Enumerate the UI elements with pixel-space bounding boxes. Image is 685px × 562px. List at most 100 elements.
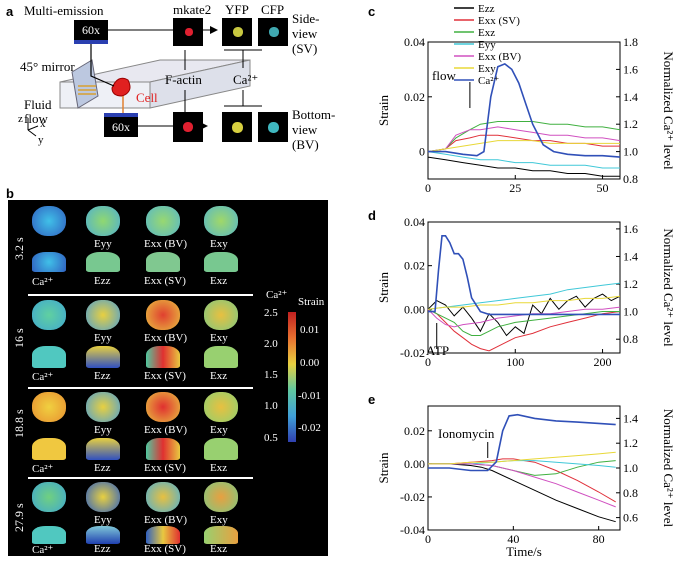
series-line-c-2 — [427, 121, 621, 153]
series-line-e-6 — [428, 413, 616, 472]
xtick-label-e-2: 80 — [593, 532, 605, 546]
label-exxbv-t3: Exx (BV) — [144, 424, 188, 436]
label-ca-t3: Ca²⁺ — [32, 463, 54, 475]
legend-entry-0: Ezz — [478, 3, 495, 15]
label-eyy-t2: Eyy — [94, 332, 112, 344]
map-exxbv-t1 — [146, 206, 180, 236]
ytick-left-label-d-2: 0.00 — [404, 302, 425, 316]
time-label-3: 18.8 s — [12, 409, 26, 438]
map-ca-sv-t1 — [32, 252, 66, 272]
map-ezz-t2 — [86, 346, 120, 368]
ytick-right-label-e-2: 1.0 — [623, 461, 638, 475]
ytick-left-label-d-0: 0.04 — [404, 215, 425, 229]
time-label-4: 27.9 s — [12, 503, 26, 532]
time-label-1: 3.2 s — [12, 237, 26, 260]
ytick-right-label-c-0: 1.8 — [623, 35, 638, 49]
ytick-left-label-d-3: -0.02 — [400, 346, 425, 360]
strain-tick-1: 0.01 — [300, 324, 320, 336]
ytick-right-label-c-5: 0.8 — [623, 172, 638, 186]
map-exz-t1 — [204, 252, 238, 272]
map-exxbv-t2 — [146, 300, 180, 330]
flow-lines — [78, 85, 96, 95]
objective-top-lens — [74, 40, 108, 44]
label-exy-t4: Exy — [210, 514, 228, 526]
label-eyy-t4: Eyy — [94, 514, 112, 526]
map-ca-t3 — [32, 392, 66, 422]
legend-entry-3: Eyy — [478, 39, 496, 51]
colorbar-ca-title: Ca²⁺ — [266, 289, 288, 301]
map-eyy-t4 — [86, 482, 120, 512]
label-exxsv-t4: Exx (SV) — [144, 543, 186, 555]
series-line-c-6 — [428, 62, 621, 158]
map-ezz-t3 — [86, 438, 120, 460]
ylabel-right-c: Normalized Ca²⁺ level — [661, 51, 676, 170]
map-exxbv-t4 — [146, 482, 180, 512]
label-ezz-t4: Ezz — [94, 543, 111, 555]
map-exz-t4 — [204, 526, 238, 544]
colorbar — [288, 312, 296, 442]
plot-frame-e — [427, 405, 621, 531]
xtick-label-c-1: 25 — [509, 181, 521, 195]
sv-yfp-image — [222, 18, 252, 46]
axis-z-label: z — [18, 113, 23, 125]
series-line-d-3 — [427, 282, 621, 310]
label-eyy-t1: Eyy — [94, 238, 112, 250]
sv-mkate2-image — [173, 18, 203, 46]
series-line-e-4 — [428, 463, 616, 508]
label-exxbv-t4: Exx (BV) — [144, 514, 188, 526]
ytick-right-label-c-4: 1.0 — [623, 145, 638, 159]
map-ezz-t4 — [86, 526, 120, 544]
ytick-right-label-d-0: 1.6 — [623, 222, 638, 236]
channel-cfp: CFP — [261, 2, 285, 17]
bottom-view-label: Bottom-view (BV) — [292, 107, 336, 152]
ytick-right-label-d-2: 1.2 — [623, 277, 638, 291]
side-view-label: Side-view (SV) — [292, 11, 320, 56]
map-eyy-t3 — [86, 392, 120, 422]
panel-label-e: e — [368, 392, 376, 407]
ytick-right-label-d-3: 1.0 — [623, 305, 638, 319]
ca-label: Ca²⁺ — [233, 72, 259, 87]
label-exz-t2: Exz — [210, 370, 228, 382]
ylabel-left-d: Strain — [376, 271, 391, 303]
series-line-c-5 — [427, 140, 620, 153]
label-exxbv-t2: Exx (BV) — [144, 332, 188, 344]
series-line-e-0 — [428, 463, 616, 523]
label-ezz-t3: Ezz — [94, 462, 111, 474]
channel-mkate2: mkate2 — [173, 2, 212, 17]
xtick-label-c-0: 0 — [425, 181, 431, 195]
strain-tick-4: -0.02 — [298, 422, 321, 434]
separator-3 — [28, 477, 253, 479]
series-line-d-6 — [428, 235, 620, 316]
map-exy-t3 — [204, 392, 238, 422]
ytick-right-label-c-1: 1.6 — [623, 62, 638, 76]
label-ezz-t2: Ezz — [94, 370, 111, 382]
axes-icon — [27, 118, 39, 137]
objective-top: 60x — [74, 20, 108, 40]
map-ca-t4 — [32, 482, 66, 512]
plot-frame-d — [427, 221, 621, 354]
objective-bottom-lens — [104, 113, 138, 117]
label-eyy-t3: Eyy — [94, 424, 112, 436]
legend-entry-2: Exz — [478, 27, 495, 39]
fluid-flow-label: Fluid flow — [24, 97, 52, 126]
label-ca-t1: Ca²⁺ — [32, 276, 54, 288]
strain-tick-3: -0.01 — [298, 390, 321, 402]
annotation-d: ATP — [426, 343, 449, 358]
label-exxbv-t1: Exx (BV) — [144, 238, 188, 250]
ytick-left-label-d-1: 0.02 — [404, 259, 425, 273]
label-ca-t2: Ca²⁺ — [32, 371, 54, 383]
ca-tick-1: 2.5 — [264, 307, 278, 319]
label-exxsv-t3: Exx (SV) — [144, 462, 186, 474]
colorbar-strain-title: Strain — [298, 296, 325, 308]
ytick-right-label-e-4: 0.6 — [623, 511, 638, 525]
map-ezz-t1 — [86, 252, 120, 272]
label-exxsv-t1: Exx (SV) — [144, 275, 186, 287]
objective-bottom: 60x — [104, 117, 138, 137]
xtick-label-d-1: 100 — [506, 355, 524, 369]
map-ca-t2 — [32, 300, 66, 330]
ytick-left-label-e-2: -0.02 — [400, 490, 425, 504]
separator-1 — [28, 294, 253, 296]
charts-svg: 0 25 50 0.04 0.02 0 1.8 1.6 1.4 1.2 1.0 0.8 Strain No… — [376, 3, 676, 559]
label-exy-t1: Exy — [210, 238, 228, 250]
ytick-right-label-d-1: 1.4 — [623, 249, 638, 263]
